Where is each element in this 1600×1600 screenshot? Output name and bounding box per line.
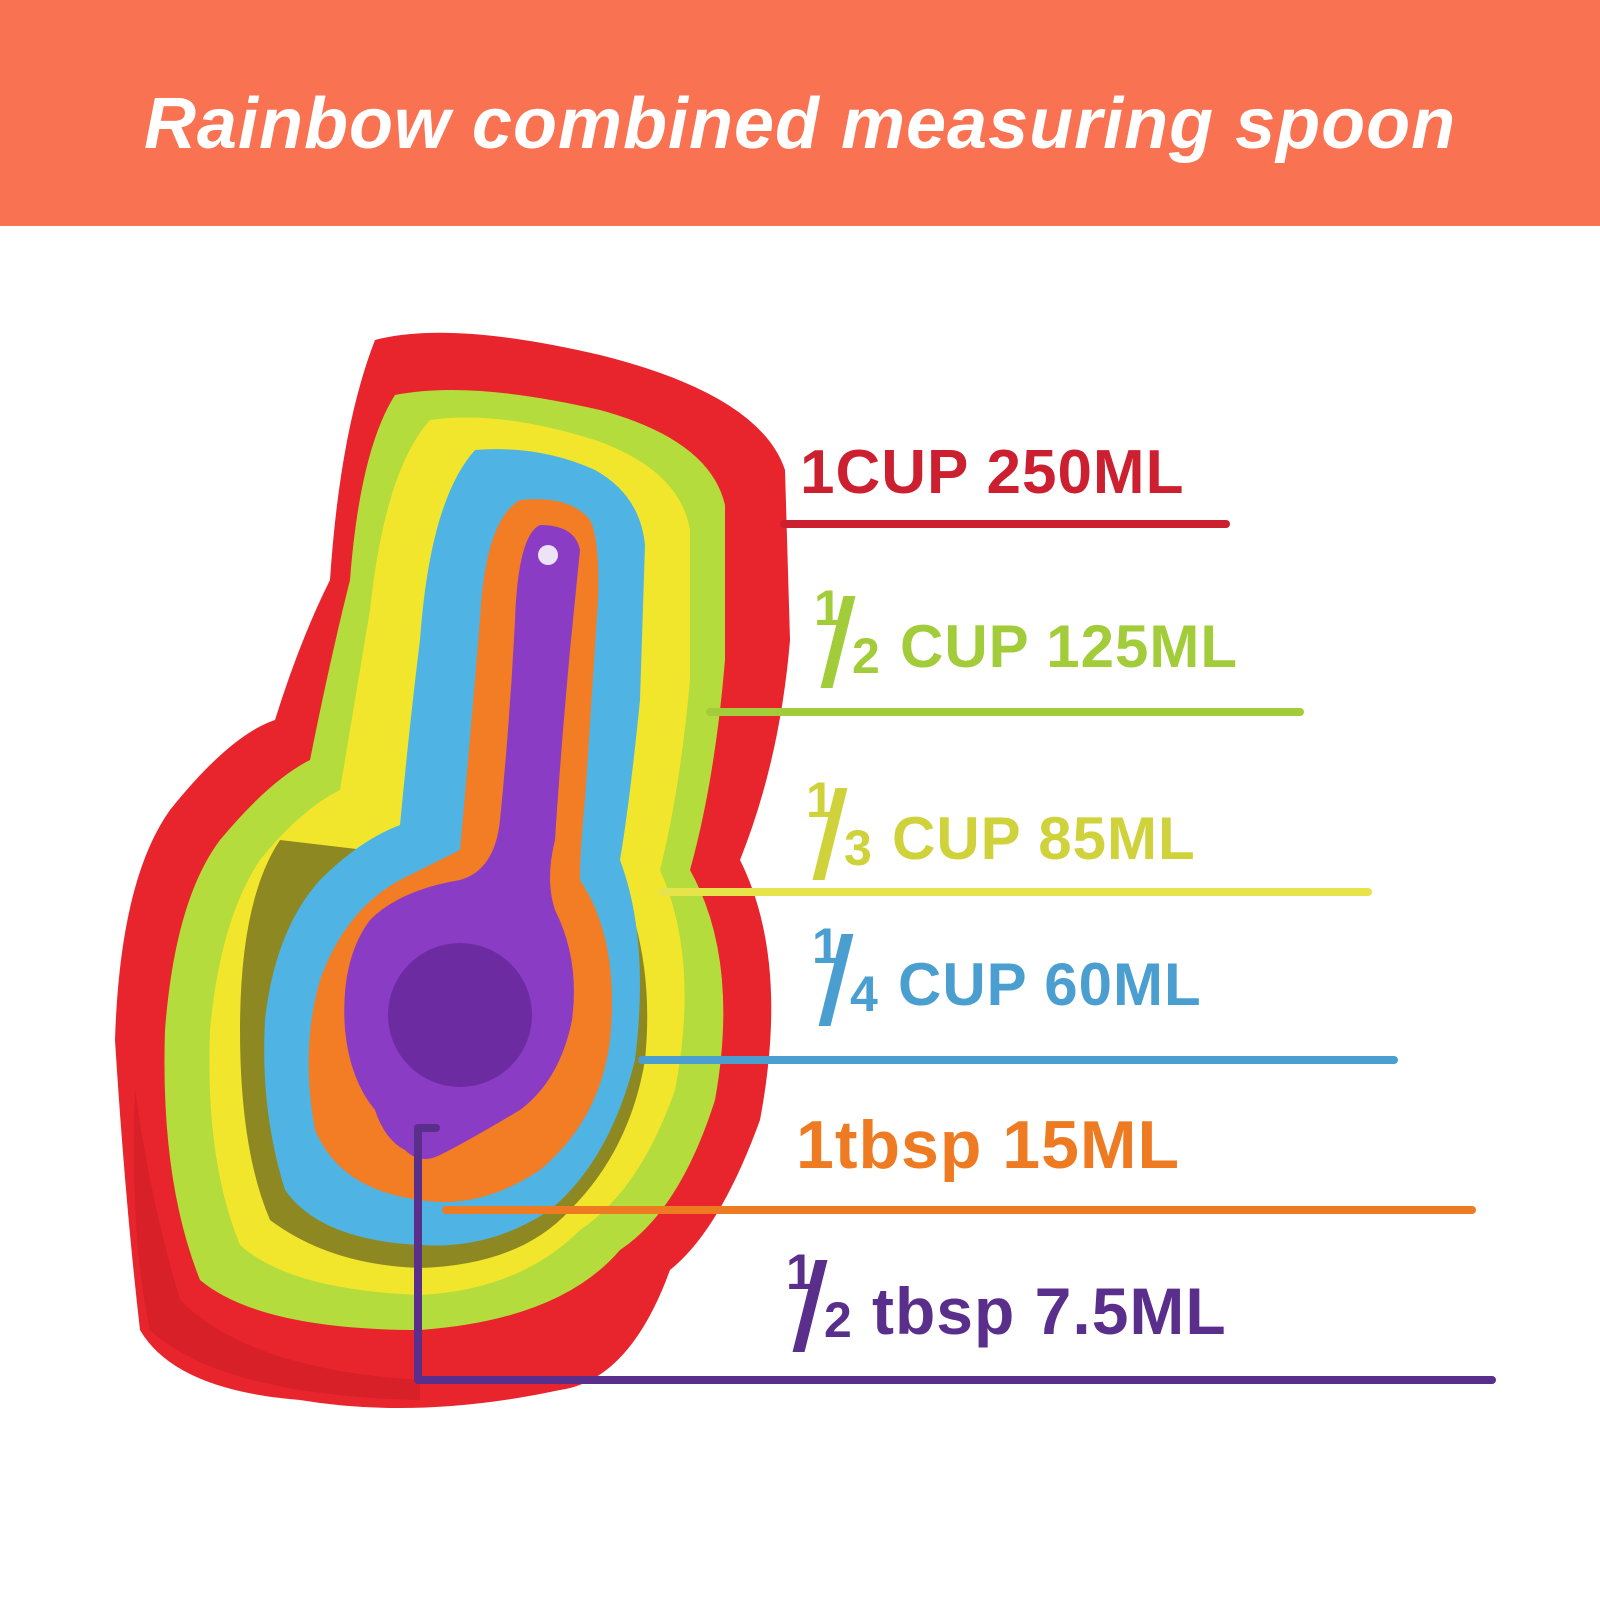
label-half-tbsp-text: tbsp 7.5ML — [872, 1274, 1227, 1348]
fraction-half: 1 2 — [808, 582, 900, 688]
label-third-cup-text: CUP 85ML — [892, 805, 1196, 872]
title-banner: Rainbow combined measuring spoon — [0, 0, 1600, 226]
fraction-half-tbsp: 1 2 — [780, 1246, 872, 1352]
label-1-cup-text: 1CUP 250ML — [800, 438, 1185, 507]
leader-line-half-tbsp — [414, 1124, 1496, 1384]
label-half-tbsp: 1 2 tbsp 7.5ML — [780, 1246, 1227, 1352]
fraction-quarter: 1 4 — [806, 920, 898, 1026]
label-tbsp-text: 1tbsp 15ML — [796, 1107, 1181, 1183]
label-quarter-cup-text: CUP 60ML — [898, 951, 1202, 1018]
fraction-third: 1 3 — [800, 774, 892, 880]
label-tbsp: 1tbsp 15ML — [796, 1110, 1180, 1180]
label-third-cup: 1 3 CUP 85ML — [800, 774, 1196, 880]
label-1-cup: 1CUP 250ML — [800, 438, 1184, 508]
banner-title: Rainbow combined measuring spoon — [143, 84, 1457, 164]
label-half-cup: 1 2 CUP 125ML — [808, 582, 1239, 688]
label-half-cup-text: CUP 125ML — [900, 613, 1239, 680]
label-quarter-cup: 1 4 CUP 60ML — [806, 920, 1202, 1026]
